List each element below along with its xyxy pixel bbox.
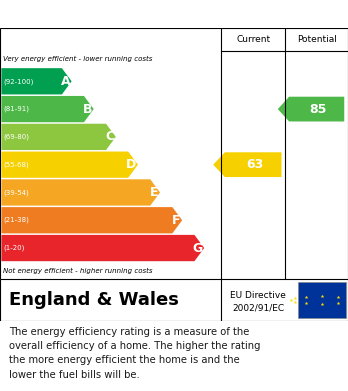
Text: A: A <box>61 75 70 88</box>
Bar <box>298 282 346 319</box>
Polygon shape <box>1 179 160 206</box>
Text: (39-54): (39-54) <box>3 189 29 196</box>
Text: E: E <box>150 186 159 199</box>
Text: The energy efficiency rating is a measure of the
overall efficiency of a home. T: The energy efficiency rating is a measur… <box>9 326 260 380</box>
Text: 85: 85 <box>310 102 327 116</box>
Text: B: B <box>83 102 92 116</box>
Text: 63: 63 <box>246 158 263 171</box>
Polygon shape <box>213 152 282 177</box>
Polygon shape <box>1 124 116 150</box>
Text: G: G <box>192 242 203 255</box>
Text: Energy Efficiency Rating: Energy Efficiency Rating <box>69 6 279 21</box>
Text: Not energy efficient - higher running costs: Not energy efficient - higher running co… <box>3 268 153 274</box>
Text: D: D <box>126 158 136 171</box>
Polygon shape <box>1 152 138 178</box>
Polygon shape <box>1 235 204 261</box>
Text: Current: Current <box>236 35 270 44</box>
Text: (1-20): (1-20) <box>3 245 25 251</box>
Text: EU Directive: EU Directive <box>230 291 286 300</box>
Text: Potential: Potential <box>297 35 337 44</box>
Text: (69-80): (69-80) <box>3 134 30 140</box>
Text: F: F <box>172 214 181 227</box>
Text: C: C <box>105 130 114 143</box>
Polygon shape <box>1 96 94 122</box>
Polygon shape <box>1 207 182 233</box>
Polygon shape <box>278 97 344 122</box>
Text: (81-91): (81-91) <box>3 106 30 112</box>
Text: (55-68): (55-68) <box>3 161 29 168</box>
Text: 2002/91/EC: 2002/91/EC <box>232 303 284 312</box>
Text: Very energy efficient - lower running costs: Very energy efficient - lower running co… <box>3 56 153 63</box>
Text: (21-38): (21-38) <box>3 217 29 224</box>
Polygon shape <box>1 68 72 95</box>
Text: England & Wales: England & Wales <box>9 291 179 309</box>
Text: (92-100): (92-100) <box>3 78 34 84</box>
